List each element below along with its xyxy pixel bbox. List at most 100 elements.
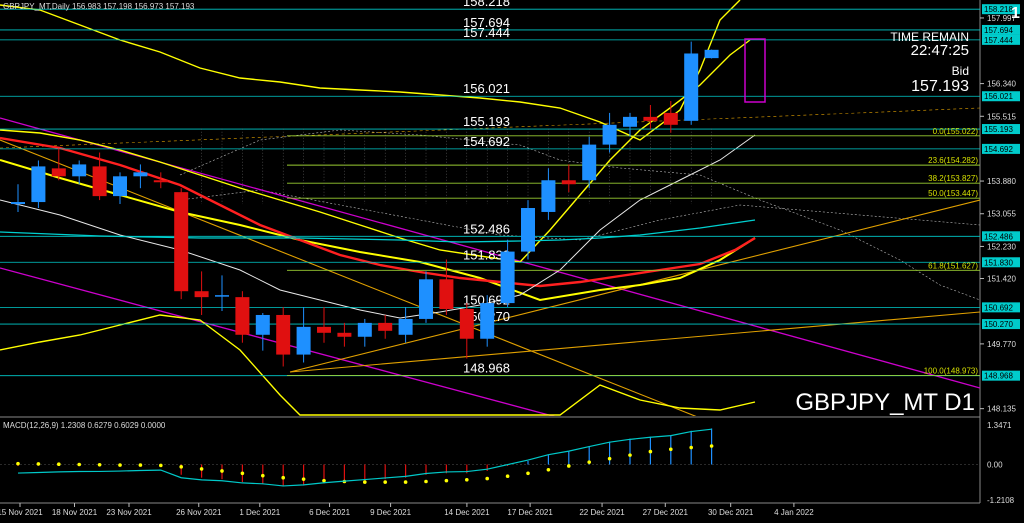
- level-axis-label: 150.270: [984, 320, 1013, 329]
- candle-body: [704, 49, 719, 59]
- candle-body: [398, 318, 413, 335]
- macd-signal-dot: [485, 476, 490, 481]
- level-axis-label: 151.830: [984, 258, 1013, 267]
- macd-signal-dot: [363, 480, 367, 484]
- level-axis-label: 150.692: [984, 303, 1013, 312]
- level-label: 148.968: [463, 361, 510, 376]
- time-remain-label: TIME REMAIN: [890, 30, 969, 44]
- time-tick-label: 15 Nov 2021: [0, 508, 43, 517]
- macd-signal-dot: [159, 463, 163, 468]
- fib-label: 38.2(153.827): [928, 174, 978, 183]
- macd-signal-dot: [281, 475, 286, 480]
- level-axis-badge: [982, 370, 1020, 381]
- candle-body: [521, 208, 535, 252]
- level-label: 152.486: [463, 221, 510, 236]
- price-tick-label: 151.420: [987, 275, 1016, 284]
- macd-label: MACD(12,26,9) 1.2308 0.6279 0.6029 0.000…: [3, 421, 166, 430]
- macd-signal-dot: [383, 480, 388, 484]
- current-candle-box: [744, 38, 766, 103]
- candle-body: [11, 202, 25, 205]
- macd-signal-dot: [36, 462, 41, 466]
- candle-body: [684, 53, 699, 121]
- level-axis-badge: [982, 231, 1020, 242]
- candle-body: [317, 326, 331, 333]
- candle-body: [357, 322, 372, 337]
- level-axis-label: 148.968: [984, 372, 1013, 381]
- macd-signal-dot: [118, 463, 122, 467]
- candle-body: [92, 166, 107, 197]
- candle-body: [194, 291, 209, 298]
- candle-body: [133, 172, 148, 177]
- symbol-info-text: GBPJPY_MT,Daily: [3, 2, 70, 11]
- level-label: 151.830: [463, 247, 510, 262]
- macd-signal-dot: [689, 445, 693, 450]
- macd-signal-dot: [526, 471, 530, 476]
- candle-body: [419, 279, 433, 319]
- macd-signal-dot: [261, 473, 265, 478]
- time-tick-label: 30 Dec 2021: [708, 508, 754, 517]
- candle-body: [541, 180, 556, 212]
- macd-axis-label: 1.3471: [987, 421, 1012, 430]
- macd-signal-dot: [16, 461, 20, 466]
- time-tick-label: 1 Dec 2021: [239, 508, 280, 517]
- level-axis-badge: [982, 319, 1020, 330]
- macd-axis-label: -1.2108: [987, 496, 1015, 505]
- level-axis-label: 158.218: [984, 5, 1013, 14]
- level-axis-label: 152.486: [984, 232, 1013, 241]
- fib-label: 100.0(148.973): [924, 366, 979, 375]
- fib-label: 61.8(151.627): [928, 261, 978, 270]
- candle-body: [459, 309, 474, 339]
- level-axis-badge: [982, 143, 1020, 154]
- bid-value: 157.193: [911, 78, 969, 95]
- macd-signal-dot: [57, 462, 61, 467]
- macd-signal-dot: [199, 467, 204, 471]
- level-label: 154.692: [463, 134, 510, 149]
- bollinger-lower: [0, 314, 756, 416]
- macd-signal-dot: [669, 447, 673, 452]
- candle-body: [602, 124, 617, 145]
- macd-signal-dot: [179, 465, 183, 469]
- level-label: 150.692: [463, 292, 510, 307]
- level-label: 158.218: [463, 0, 510, 9]
- ohlc-text: 156.983 157.198 156.973 157.193: [72, 2, 195, 11]
- time-tick-label: 18 Nov 2021: [52, 508, 98, 517]
- level-label: 156.021: [463, 81, 510, 96]
- candle-body: [215, 295, 229, 297]
- macd-signal-dot: [546, 467, 551, 472]
- macd-signal-dot: [628, 453, 632, 457]
- fib-label: 23.6(154.282): [928, 156, 978, 165]
- candle-body: [255, 314, 270, 335]
- candle-body: [337, 332, 352, 337]
- macd-signal-dot: [403, 480, 408, 484]
- macd-signal-dot: [607, 456, 612, 461]
- bid-label: Bid: [952, 64, 969, 78]
- macd-signal-dot: [648, 449, 653, 454]
- fib-label: 0.0(155.022): [933, 127, 979, 136]
- price-tick-label: 153.880: [987, 177, 1016, 186]
- level-axis-label: 155.193: [984, 125, 1013, 134]
- corner-mark: 1: [1011, 5, 1020, 22]
- macd-signal-dot: [444, 478, 449, 483]
- macd-signal-dot: [301, 477, 306, 481]
- candle-body: [663, 112, 678, 125]
- candle-body: [623, 116, 637, 127]
- time-tick-label: 23 Nov 2021: [106, 508, 152, 517]
- candle-body: [153, 180, 168, 183]
- price-tick-label: 156.340: [987, 80, 1016, 89]
- candle-body: [235, 297, 250, 335]
- price-tick-label: 155.515: [987, 112, 1016, 121]
- macd-signal-dot: [97, 462, 102, 467]
- level-axis-badge: [982, 91, 1020, 102]
- level-axis-label: 156.021: [984, 92, 1013, 101]
- time-axis: 15 Nov 2021 18 Nov 2021 23 Nov 2021 26 Nov …: [0, 503, 814, 517]
- time-tick-label: 22 Dec 2021: [579, 508, 625, 517]
- level-label: 157.444: [463, 25, 510, 40]
- price-tick-label: 148.135: [987, 405, 1016, 414]
- macd-signal-dot: [424, 479, 428, 484]
- macd-signal-dot: [240, 471, 245, 476]
- candle-body: [296, 326, 311, 355]
- price-tick-label: 152.230: [987, 242, 1016, 251]
- price-tick-label: 153.055: [987, 210, 1016, 219]
- price-tick-label: 149.770: [987, 340, 1016, 349]
